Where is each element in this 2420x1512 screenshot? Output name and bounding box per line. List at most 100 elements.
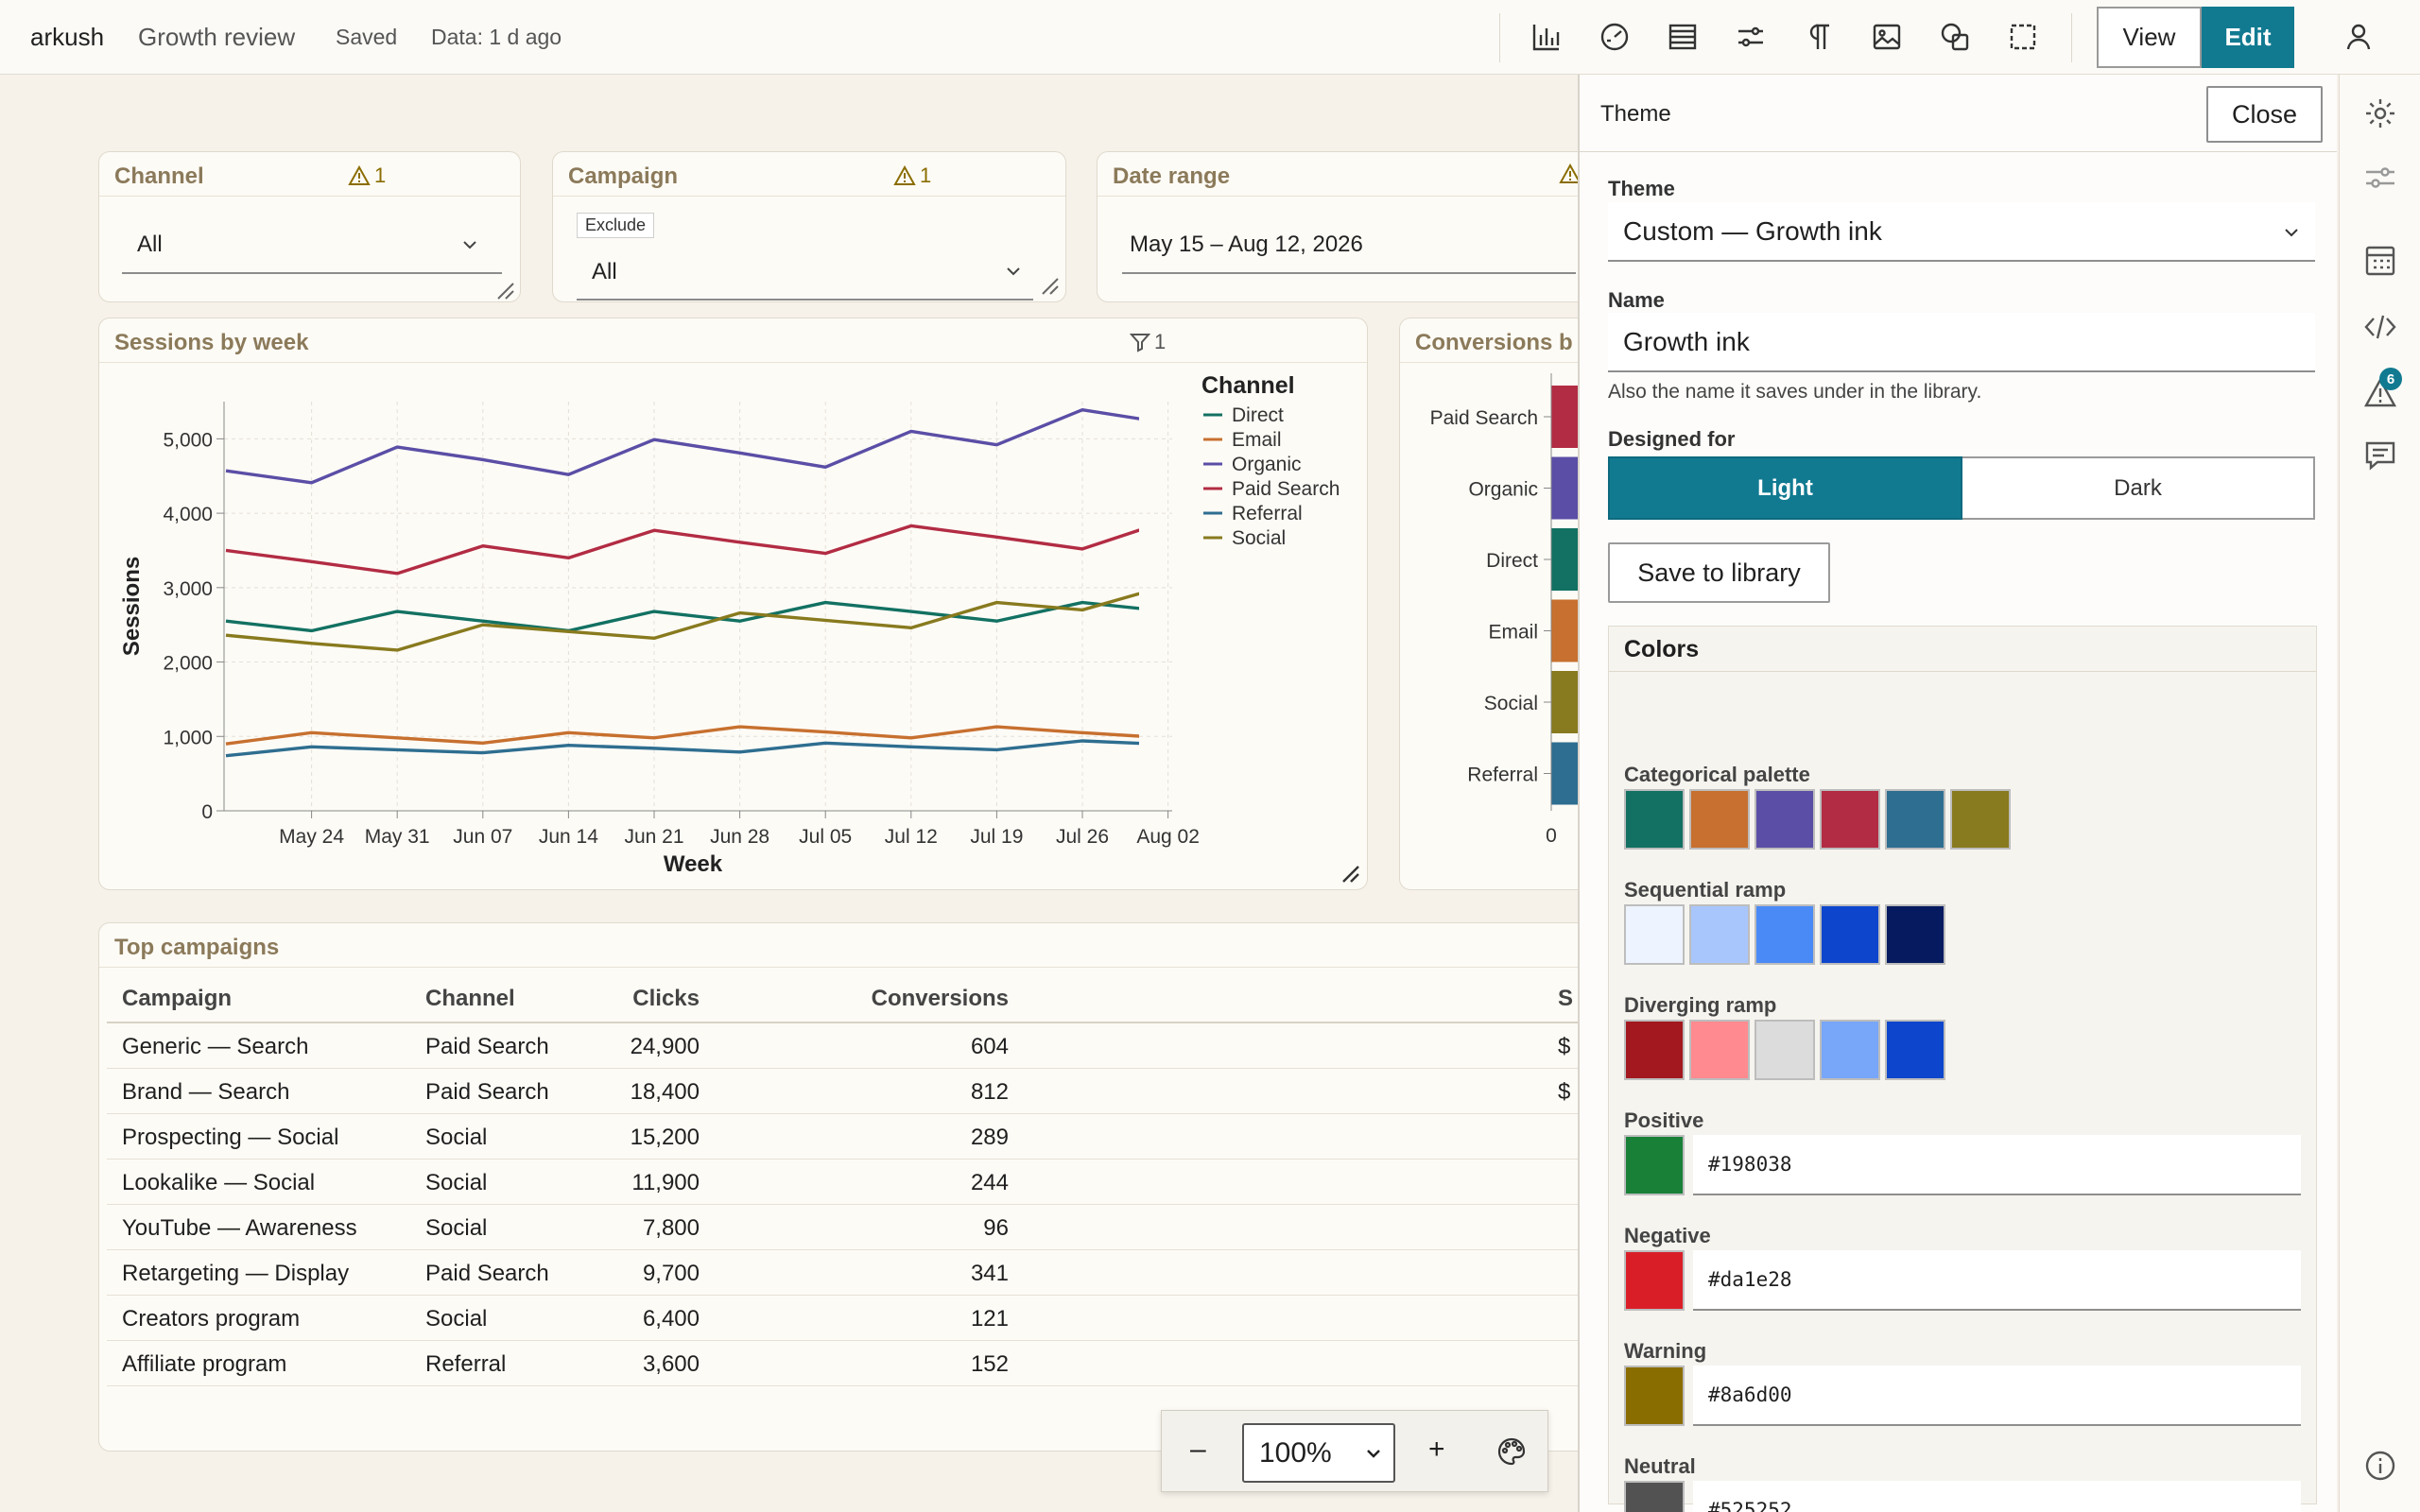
diverging-ramp: [1624, 1020, 1945, 1080]
diverging-swatch[interactable]: [1754, 1020, 1815, 1080]
resize-handle-icon[interactable]: [1340, 863, 1360, 884]
gauge-icon[interactable]: [1599, 21, 1631, 53]
sequential-swatch[interactable]: [1885, 904, 1945, 965]
table-row[interactable]: Generic — Search Paid Search 24,900 604 $: [107, 1023, 1610, 1069]
neutral-color-swatch[interactable]: [1624, 1481, 1685, 1512]
warning-hex-input[interactable]: #8a6d00: [1693, 1366, 2301, 1426]
table-icon[interactable]: [1667, 21, 1699, 53]
edit-mode-button[interactable]: Edit: [2202, 7, 2294, 68]
campaign-select-value[interactable]: All: [592, 259, 617, 284]
diverging-swatch[interactable]: [1885, 1020, 1945, 1080]
image-icon[interactable]: [1871, 21, 1903, 53]
warning-icon[interactable]: [1559, 163, 1582, 184]
brand-name[interactable]: arkush: [30, 23, 105, 51]
warning-icon: [348, 165, 371, 185]
chart-filter-indicator[interactable]: 1: [1130, 330, 1166, 354]
table-row[interactable]: Lookalike — Social Social 11,900 244: [107, 1160, 1610, 1205]
categorical-swatch[interactable]: [1950, 789, 2011, 850]
dark-mode-button[interactable]: Dark: [1962, 456, 2315, 520]
column-header[interactable]: Clicks: [632, 986, 700, 1011]
table-row[interactable]: Affiliate program Referral 3,600 152: [107, 1341, 1610, 1386]
resize-handle-icon[interactable]: [494, 280, 515, 301]
theme-select[interactable]: Custom — Growth ink: [1608, 202, 2315, 262]
x-tick-label: Jul 12: [885, 826, 938, 848]
categorical-swatch[interactable]: [1689, 789, 1750, 850]
campaign-filter-card[interactable]: Campaign 1 Exclude All: [552, 151, 1066, 302]
date-range-value[interactable]: May 15 – Aug 12, 2026: [1130, 232, 1363, 257]
shapes-icon[interactable]: [1939, 21, 1971, 53]
top-campaigns-card[interactable]: Top campaigns Campaign Channel Clicks Co…: [98, 922, 1611, 1452]
date-range-filter-card[interactable]: Date range May 15 – Aug 12, 2026: [1097, 151, 1607, 302]
y-tick-label: 1,000: [163, 727, 213, 748]
designed-for-label: Designed for: [1608, 427, 1736, 451]
settings-icon[interactable]: [2362, 95, 2398, 131]
y-tick-label: 3,000: [163, 578, 213, 600]
name-input[interactable]: Growth ink: [1608, 313, 2315, 372]
sliders-icon[interactable]: [1735, 21, 1767, 53]
table-row[interactable]: Retargeting — Display Paid Search 9,700 341: [107, 1250, 1610, 1296]
conversions-cell: 289: [970, 1125, 1009, 1150]
zoom-out-button[interactable]: –: [1190, 1434, 1206, 1465]
select-area-icon[interactable]: [2007, 21, 2039, 53]
categorical-swatch[interactable]: [1885, 789, 1945, 850]
diverging-swatch[interactable]: [1624, 1020, 1685, 1080]
warning-color-swatch[interactable]: [1624, 1366, 1685, 1426]
table-row[interactable]: Creators program Social 6,400 121: [107, 1296, 1610, 1341]
diverging-swatch[interactable]: [1689, 1020, 1750, 1080]
negative-hex-input[interactable]: #da1e28: [1693, 1250, 2301, 1311]
close-button[interactable]: Close: [2206, 86, 2323, 143]
neutral-hex-input[interactable]: #525252: [1693, 1481, 2301, 1512]
comment-icon[interactable]: [2362, 438, 2398, 473]
categorical-swatch[interactable]: [1624, 789, 1685, 850]
save-to-library-button[interactable]: Save to library: [1608, 542, 1830, 603]
light-mode-button[interactable]: Light: [1608, 456, 1962, 520]
positive-hex-input[interactable]: #198038: [1693, 1135, 2301, 1195]
channel-filter-card[interactable]: Channel 1 All: [98, 151, 521, 302]
sliders-icon[interactable]: [2362, 160, 2398, 196]
sessions-line-chart: 0 1,000 2,000 3,000 4,000 5,000 May 24 May 31 Ju…: [119, 372, 1340, 877]
chevron-down-icon[interactable]: [1005, 266, 1022, 277]
channel-select-value[interactable]: All: [137, 232, 163, 257]
column-header[interactable]: S: [1558, 986, 1574, 1011]
filter-warning[interactable]: 1: [893, 163, 931, 188]
warning-count: 1: [920, 163, 932, 187]
resize-handle-icon[interactable]: [1039, 275, 1060, 296]
zoom-in-button[interactable]: +: [1428, 1434, 1445, 1465]
positive-color-swatch[interactable]: [1624, 1135, 1685, 1195]
categorical-swatch[interactable]: [1754, 789, 1815, 850]
code-icon[interactable]: [2362, 309, 2398, 345]
calculator-icon[interactable]: [2362, 243, 2398, 279]
name-help-text: Also the name it saves under in the libr…: [1608, 381, 1982, 403]
chevron-down-icon[interactable]: [461, 239, 478, 250]
column-header[interactable]: Channel: [425, 986, 515, 1011]
sequential-swatch[interactable]: [1624, 904, 1685, 965]
pilcrow-icon[interactable]: [1803, 21, 1835, 53]
zoom-level-select[interactable]: 100%: [1242, 1423, 1395, 1483]
diverging-swatch[interactable]: [1820, 1020, 1880, 1080]
chart-title: Sessions by week: [114, 330, 309, 355]
view-mode-button[interactable]: View: [2097, 7, 2202, 68]
column-header[interactable]: Campaign: [122, 986, 233, 1011]
sequential-swatch[interactable]: [1754, 904, 1815, 965]
table-row[interactable]: Prospecting — Social Social 15,200 289: [107, 1114, 1610, 1160]
conversions-chart-card[interactable]: Conversions b Paid Search Organic Direct Em…: [1399, 318, 1607, 890]
negative-label: Negative: [1624, 1224, 1711, 1247]
sequential-swatch[interactable]: [1820, 904, 1880, 965]
user-icon[interactable]: [2342, 21, 2375, 53]
top-bar: arkush Growth review Saved Data: 1 d ago…: [0, 0, 2420, 75]
info-icon[interactable]: [2362, 1448, 2398, 1484]
sessions-chart-card[interactable]: Sessions by week 1 0 1,000 2,000 3,000 4,000…: [98, 318, 1368, 890]
bar-chart-icon[interactable]: [1530, 21, 1563, 53]
table-row[interactable]: Brand — Search Paid Search 18,400 812 $: [107, 1069, 1610, 1114]
filter-warning[interactable]: 1: [348, 163, 386, 188]
negative-color-swatch[interactable]: [1624, 1250, 1685, 1311]
alert-icon[interactable]: [2362, 375, 2398, 411]
sequential-swatch[interactable]: [1689, 904, 1750, 965]
x-tick-label: Jun 14: [539, 826, 598, 848]
table-row[interactable]: YouTube — Awareness Social 7,800 96: [107, 1205, 1610, 1250]
column-header[interactable]: Conversions: [871, 986, 1009, 1011]
categorical-swatch[interactable]: [1820, 789, 1880, 850]
palette-icon[interactable]: [1496, 1436, 1527, 1467]
exclude-tag[interactable]: Exclude: [577, 213, 655, 238]
report-title[interactable]: Growth review: [138, 23, 296, 51]
